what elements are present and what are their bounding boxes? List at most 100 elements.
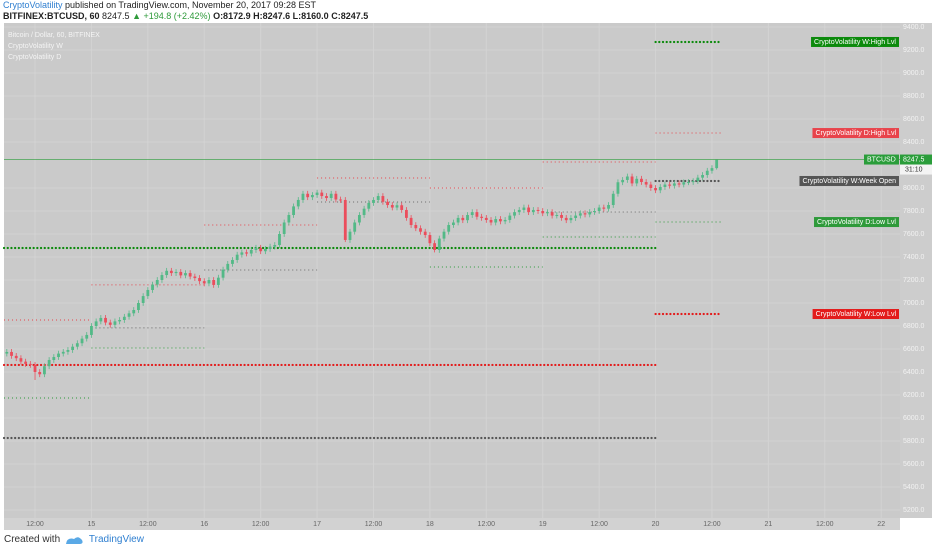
y-tick-label: 9000.0: [903, 70, 925, 77]
symbol: BITFINEX:BTCUSD, 60: [3, 11, 100, 21]
candle-body: [80, 338, 84, 344]
candle-body: [52, 357, 56, 361]
candle-body: [555, 215, 559, 217]
candle-body: [66, 350, 70, 352]
level-chip: [799, 175, 899, 186]
candle-body: [658, 186, 662, 191]
candle-body: [296, 199, 300, 207]
candle-body: [607, 205, 610, 209]
time-axis: [4, 518, 900, 530]
y-tick-label: 5400.0: [903, 484, 925, 491]
candle-body: [320, 192, 324, 197]
candle-body: [602, 207, 606, 209]
candle-body: [14, 355, 18, 359]
y-tick-label: 6600.0: [903, 346, 925, 353]
candle-body: [475, 212, 479, 217]
brand[interactable]: TradingView: [88, 534, 144, 545]
y-tick-label: 5600.0: [903, 461, 925, 468]
candle-body: [705, 170, 709, 176]
candle-body: [155, 279, 159, 285]
candle-body: [390, 205, 394, 208]
candle-body: [198, 278, 201, 282]
candle-body: [207, 279, 211, 284]
plot-area: [4, 23, 900, 518]
candle-body: [165, 270, 169, 276]
candle-body: [484, 217, 488, 220]
candle-body: [28, 363, 32, 365]
candle-body: [649, 184, 653, 188]
candle-body: [564, 217, 568, 221]
countdown-chip: [900, 164, 932, 175]
candle-body: [334, 193, 338, 200]
y-tick-label: 8600.0: [903, 116, 925, 123]
x-tick-label: 12:00: [703, 521, 721, 528]
candle-body: [216, 277, 220, 285]
symbol-tag: BTCUSD: [867, 156, 896, 163]
y-tick-label: 7800.0: [903, 208, 925, 215]
candle-body: [141, 296, 145, 303]
y-tick-label: 5800.0: [903, 438, 925, 445]
candle-body: [61, 351, 65, 354]
candle-body: [640, 178, 643, 183]
header-line: CryptoVolatility published on TradingVie…: [3, 0, 368, 11]
candle-body: [672, 183, 676, 186]
candle-body: [184, 273, 187, 276]
overlay: 5200.0 5400.0 5600.0 5800.0 6000.0 6200.0 6400…: [4, 24, 932, 528]
candle-body: [47, 360, 51, 367]
x-tick-label: 21: [764, 521, 772, 528]
grid: [4, 23, 900, 518]
candle-body: [583, 213, 587, 215]
header: CryptoVolatility published on TradingVie…: [3, 0, 368, 22]
x-tick-label: 20: [652, 521, 660, 528]
candle-body: [339, 199, 342, 201]
ohlc: C:8247.5: [331, 11, 369, 21]
candle-body: [245, 252, 248, 254]
x-tick-label: 12:00: [365, 521, 383, 528]
candle-body: [531, 209, 535, 213]
author-link[interactable]: CryptoVolatility: [3, 0, 63, 10]
candle-body: [386, 201, 390, 206]
candle-body: [212, 279, 216, 285]
x-tick-label: 12:00: [139, 521, 157, 528]
candle-body: [372, 199, 375, 203]
y-tick-label: 9200.0: [903, 47, 925, 54]
candle-body: [104, 317, 107, 323]
candle-body: [292, 206, 295, 216]
candle-body: [278, 233, 281, 246]
last: 8247.5: [102, 11, 130, 21]
candle-body: [522, 207, 526, 210]
candle-body: [33, 364, 37, 372]
level-chip: [814, 217, 899, 228]
ohlc: H:8247.6: [253, 11, 291, 21]
candle-body: [85, 334, 89, 339]
created: Created with: [4, 534, 61, 545]
legend-text: CryptoVolatility W: [8, 43, 63, 50]
x-tick-label: 22: [877, 521, 885, 528]
candle-body: [682, 182, 686, 185]
level-chip: [811, 36, 899, 47]
candle-body: [94, 321, 98, 326]
candle-body: [574, 215, 578, 219]
candle-body: [231, 259, 234, 264]
y-tick-label: 7200.0: [903, 277, 925, 284]
x-tick-label: 12:00: [252, 521, 270, 528]
candle-body: [188, 273, 192, 277]
candle-body: [315, 192, 319, 196]
level-chip: [812, 128, 899, 139]
candle-body: [5, 351, 9, 354]
candle-body: [414, 225, 418, 229]
level-label: CryptoVolatility D:High Lvl: [815, 130, 896, 137]
candle-body: [541, 210, 545, 214]
candle-body: [428, 235, 432, 244]
y-tick-label: 5200.0: [903, 507, 925, 514]
price-axis: [900, 23, 932, 518]
candle-body: [259, 247, 263, 252]
candle-body: [452, 222, 455, 226]
y-tick-label: 8800.0: [903, 93, 925, 100]
last-price-label: 8247.5: [903, 156, 925, 163]
candle-body: [536, 209, 540, 211]
y-tick-label: 7600.0: [903, 231, 925, 238]
candle-body: [381, 196, 385, 202]
y-tick-label: 7400.0: [903, 254, 925, 261]
x-tick-label: 12:00: [478, 521, 496, 528]
